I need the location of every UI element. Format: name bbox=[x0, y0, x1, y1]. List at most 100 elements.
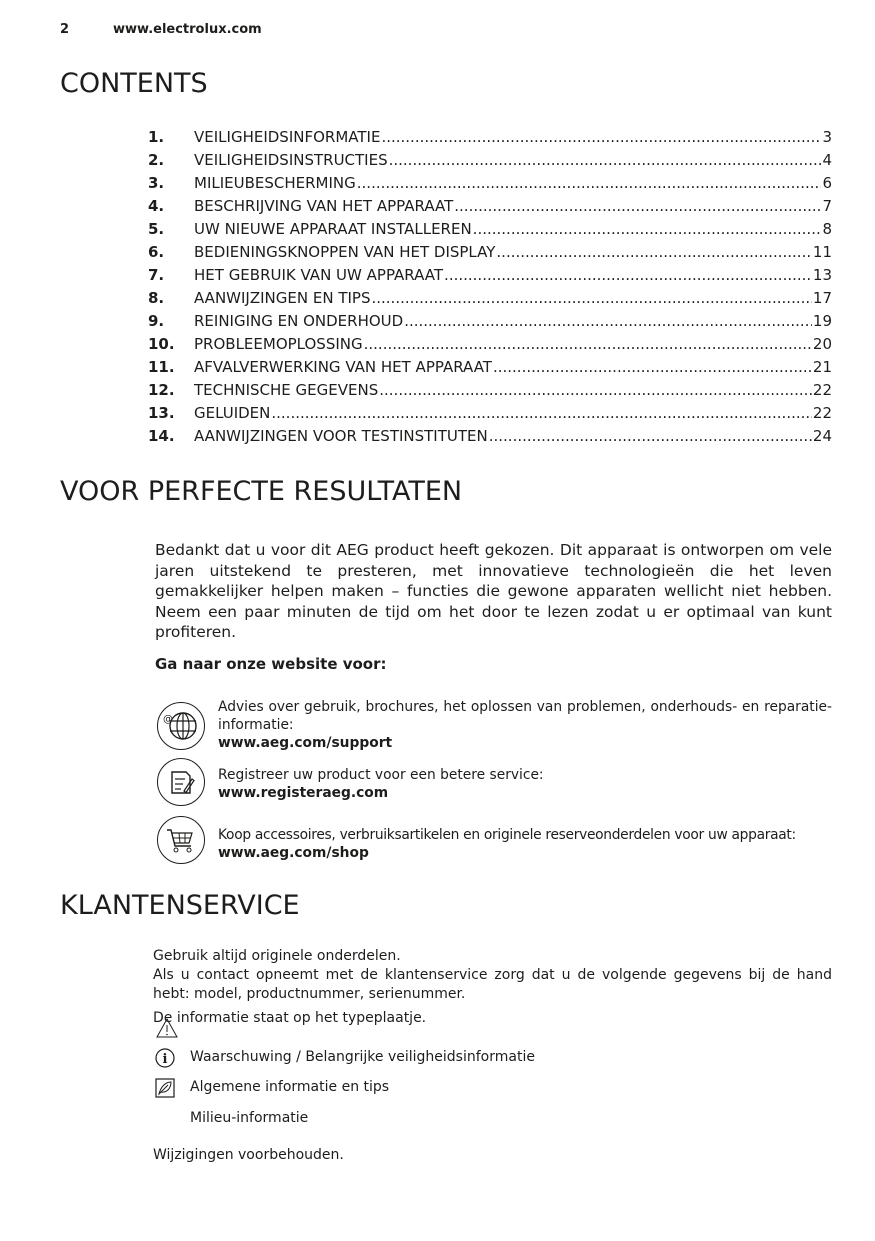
toc-page-number: 19 bbox=[812, 312, 832, 330]
toc-label[interactable]: GELUIDEN bbox=[194, 404, 271, 422]
toc-label[interactable]: TECHNISCHE GEGEVENS bbox=[194, 381, 379, 399]
toc-leader-dots bbox=[473, 220, 822, 238]
toc-entry[interactable]: 5. UW NIEUWE APPARAAT INSTALLEREN 8 bbox=[148, 220, 832, 243]
register-text: Registreer uw product voor een betere se… bbox=[218, 767, 544, 783]
toc-page-number: 22 bbox=[812, 381, 832, 399]
toc-leader-dots bbox=[357, 174, 822, 192]
toc-number: 12. bbox=[148, 381, 175, 399]
toc-leader-dots bbox=[454, 197, 821, 215]
toc-page-number: 17 bbox=[812, 289, 832, 307]
toc-label[interactable]: UW NIEUWE APPARAAT INSTALLEREN bbox=[194, 220, 472, 238]
toc-leader-dots bbox=[364, 335, 812, 353]
toc-page-number: 8 bbox=[822, 220, 832, 238]
toc-leader-dots bbox=[404, 312, 812, 330]
toc-entry[interactable]: 8. AANWIJZINGEN EN TIPS 17 bbox=[148, 289, 832, 312]
toc-entry[interactable]: 1. VEILIGHEIDSINFORMATIE 3 bbox=[148, 128, 832, 151]
customer-service-title: KLANTENSERVICE bbox=[60, 890, 300, 921]
toc-page-number: 24 bbox=[812, 427, 832, 445]
legend-warning: Waarschuwing / Belangrijke veiligheidsin… bbox=[190, 1049, 535, 1065]
contents-title: CONTENTS bbox=[60, 68, 208, 99]
toc-number: 3. bbox=[148, 174, 165, 192]
toc-entry[interactable]: 10. PROBLEEMOPLOSSING 20 bbox=[148, 335, 832, 358]
toc-number: 5. bbox=[148, 220, 165, 238]
shop-link[interactable]: www.aeg.com/shop bbox=[218, 845, 369, 861]
toc-number: 7. bbox=[148, 266, 165, 284]
toc-label[interactable]: HET GEBRUIK VAN UW APPARAAT bbox=[194, 266, 444, 284]
toc-number: 2. bbox=[148, 151, 165, 169]
leaf-icon bbox=[155, 1078, 175, 1098]
register-link[interactable]: www.registeraeg.com bbox=[218, 785, 389, 801]
toc-entry[interactable]: 2. VEILIGHEIDSINSTRUCTIES 4 bbox=[148, 151, 832, 174]
toc-number: 9. bbox=[148, 312, 165, 330]
register-note-icon bbox=[157, 758, 205, 806]
toc-leader-dots bbox=[489, 427, 812, 445]
svg-text:i: i bbox=[163, 1052, 168, 1067]
toc-leader-dots bbox=[379, 381, 812, 399]
toc-leader-dots bbox=[496, 243, 812, 261]
service-line-2: Als u contact opneemt met de klantenserv… bbox=[153, 967, 832, 1002]
warning-triangle-icon bbox=[156, 1018, 178, 1038]
toc-number: 1. bbox=[148, 128, 165, 146]
perfect-results-title: VOOR PERFECTE RESULTATEN bbox=[60, 476, 463, 507]
toc-label[interactable]: REINIGING EN ONDERHOUD bbox=[194, 312, 404, 330]
toc-page-number: 7 bbox=[822, 197, 832, 215]
toc-page-number: 4 bbox=[822, 151, 832, 169]
toc-page-number: 3 bbox=[822, 128, 832, 146]
page-number: 2 bbox=[60, 22, 70, 37]
toc-entry[interactable]: 13. GELUIDEN 22 bbox=[148, 404, 832, 427]
toc-entry[interactable]: 14. AANWIJZINGEN VOOR TESTINSTITUTEN 24 bbox=[148, 427, 832, 450]
toc-entry[interactable]: 7. HET GEBRUIK VAN UW APPARAAT 13 bbox=[148, 266, 832, 289]
toc-page-number: 11 bbox=[812, 243, 832, 261]
toc-leader-dots bbox=[271, 404, 812, 422]
table-of-contents: 1. VEILIGHEIDSINFORMATIE 3 2. VEILIGHEIDSINS… bbox=[148, 128, 832, 450]
legend-environment: Milieu-informatie bbox=[190, 1110, 309, 1126]
svg-text:@: @ bbox=[163, 714, 173, 725]
toc-label[interactable]: PROBLEEMOPLOSSING bbox=[194, 335, 363, 353]
toc-number: 13. bbox=[148, 404, 175, 422]
customer-service-text: Gebruik altijd originele onderdelen. Als… bbox=[153, 946, 832, 1028]
toc-label[interactable]: VEILIGHEIDSINFORMATIE bbox=[194, 128, 381, 146]
toc-entry[interactable]: 11. AFVALVERWERKING VAN HET APPARAAT 21 bbox=[148, 358, 832, 381]
toc-leader-dots bbox=[493, 358, 812, 376]
globe-icon: @ bbox=[157, 702, 205, 750]
toc-number: 8. bbox=[148, 289, 165, 307]
intro-paragraph: Bedankt dat u voor dit AEG product heeft… bbox=[155, 541, 832, 641]
toc-entry[interactable]: 6. BEDIENINGSKNOPPEN VAN HET DISPLAY 11 bbox=[148, 243, 832, 266]
header-url[interactable]: www.electrolux.com bbox=[113, 22, 262, 37]
toc-leader-dots bbox=[444, 266, 812, 284]
toc-entry[interactable]: 12. TECHNISCHE GEGEVENS 22 bbox=[148, 381, 832, 404]
toc-label[interactable]: AANWIJZINGEN EN TIPS bbox=[194, 289, 371, 307]
shopping-cart-icon bbox=[157, 816, 205, 864]
legend-info: Algemene informatie en tips bbox=[190, 1079, 390, 1095]
toc-entry[interactable]: 4. BESCHRIJVING VAN HET APPARAAT 7 bbox=[148, 197, 832, 220]
toc-leader-dots bbox=[381, 128, 821, 146]
toc-leader-dots bbox=[371, 289, 811, 307]
toc-label[interactable]: MILIEUBESCHERMING bbox=[194, 174, 356, 192]
toc-page-number: 21 bbox=[812, 358, 832, 376]
toc-number: 14. bbox=[148, 427, 175, 445]
toc-number: 4. bbox=[148, 197, 165, 215]
toc-page-number: 20 bbox=[812, 335, 832, 353]
service-line-3: De informatie staat op het typeplaatje. bbox=[153, 1010, 427, 1026]
toc-page-number: 22 bbox=[812, 404, 832, 422]
toc-label[interactable]: AANWIJZINGEN VOOR TESTINSTITUTEN bbox=[194, 427, 488, 445]
info-icon: i bbox=[155, 1048, 175, 1068]
toc-label[interactable]: BESCHRIJVING VAN HET APPARAAT bbox=[194, 197, 454, 215]
toc-entry[interactable]: 9. REINIGING EN ONDERHOUD 19 bbox=[148, 312, 832, 335]
toc-entry[interactable]: 3. MILIEUBESCHERMING 6 bbox=[148, 174, 832, 197]
toc-page-number: 13 bbox=[812, 266, 832, 284]
toc-number: 6. bbox=[148, 243, 165, 261]
register-link-item: Registreer uw product voor een betere se… bbox=[218, 766, 832, 802]
toc-label[interactable]: BEDIENINGSKNOPPEN VAN HET DISPLAY bbox=[194, 243, 496, 261]
support-link-item: Advies over gebruik, brochures, het oplo… bbox=[218, 698, 832, 752]
shop-link-item: Koop accessoires, verbruiksartikelen en … bbox=[218, 826, 832, 862]
toc-number: 11. bbox=[148, 358, 175, 376]
toc-label[interactable]: VEILIGHEIDSINSTRUCTIES bbox=[194, 151, 388, 169]
toc-label[interactable]: AFVALVERWERKING VAN HET APPARAAT bbox=[194, 358, 492, 376]
support-text: Advies over gebruik, brochures, het oplo… bbox=[218, 699, 832, 733]
shop-text: Koop accessoires, verbruiksartikelen en … bbox=[218, 827, 796, 843]
support-link[interactable]: www.aeg.com/support bbox=[218, 735, 393, 751]
service-line-1: Gebruik altijd originele onderdelen. bbox=[153, 948, 401, 964]
toc-page-number: 6 bbox=[822, 174, 832, 192]
